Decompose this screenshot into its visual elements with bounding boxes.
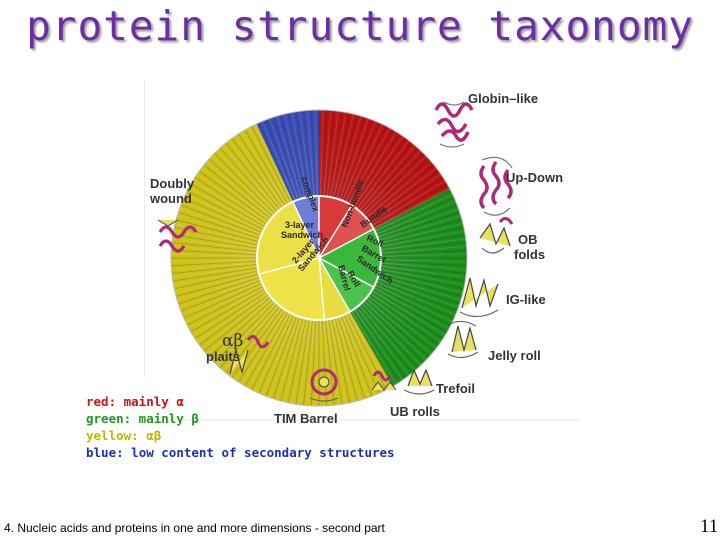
label-tim-barrel: TIM Barrel xyxy=(274,411,338,426)
legend-item-blue: blue: low content of secondary structure… xyxy=(86,444,395,461)
slide-title: protein structure taxonomy xyxy=(26,2,694,50)
protein-structure-ob-fold-icon xyxy=(479,217,514,254)
segment-3-layer-sandwich: Sandwich xyxy=(281,230,323,240)
label-wound: wound xyxy=(149,191,192,206)
legend: red: mainly α green: mainly β yellow: αβ… xyxy=(86,393,395,461)
protein-structure-updown-icon xyxy=(479,156,513,216)
protein-structure-ig-like-icon xyxy=(459,277,499,318)
inner-ring-border xyxy=(256,195,382,321)
label-ig-like: IG-like xyxy=(506,292,546,307)
protein-structure-doubly-wound-icon xyxy=(157,219,198,253)
protein-structure-trefoil-icon xyxy=(403,368,435,395)
label-ub-rolls: UB rolls xyxy=(390,404,440,419)
segment-3-layer: 3-layer xyxy=(285,220,315,230)
protein-structure-jelly-roll-icon xyxy=(447,320,479,359)
label-jelly-roll: Jelly roll xyxy=(488,348,541,363)
legend-yellow-text: αβ xyxy=(138,428,162,443)
taxonomy-wheel-svg: Globin–like Up-Down OB folds IG-like Jel… xyxy=(143,80,580,426)
legend-green-text: mainly β xyxy=(131,411,199,426)
legend-blue-text: low content of secondary structures xyxy=(123,445,395,460)
label-folds: folds xyxy=(514,247,545,262)
protein-structure-ab-plaits-icon xyxy=(229,335,270,375)
page-number: 11 xyxy=(700,516,719,537)
protein-structure-globin-icon xyxy=(434,101,474,148)
label-plaits: plaits xyxy=(206,349,240,364)
legend-red-text: mainly α xyxy=(116,394,184,409)
legend-item-red: red: mainly α xyxy=(86,393,395,410)
label-ob: OB xyxy=(518,232,538,247)
legend-item-yellow: yellow: αβ xyxy=(86,427,395,444)
label-trefoil: Trefoil xyxy=(436,381,475,396)
legend-yellow-label: yellow: xyxy=(86,428,139,443)
protein-structure-tim-barrel-icon xyxy=(309,368,339,402)
label-doubly: Doubly xyxy=(150,176,195,191)
footer-caption: 4. Nucleic acids and proteins in one and… xyxy=(4,521,385,535)
inner-segments xyxy=(256,195,382,321)
label-up-down: Up-Down xyxy=(506,170,563,185)
label-alpha-beta: αβ xyxy=(222,331,243,351)
protein-structure-ub-roll-icon xyxy=(371,370,397,391)
label-globin-like: Globin–like xyxy=(468,91,538,106)
legend-blue-label: blue: xyxy=(86,445,124,460)
taxonomy-diagram: Globin–like Up-Down OB folds IG-like Jel… xyxy=(143,78,580,433)
legend-item-green: green: mainly β xyxy=(86,410,395,427)
legend-red-label: red: xyxy=(86,394,117,409)
legend-green-label: green: xyxy=(86,411,132,426)
